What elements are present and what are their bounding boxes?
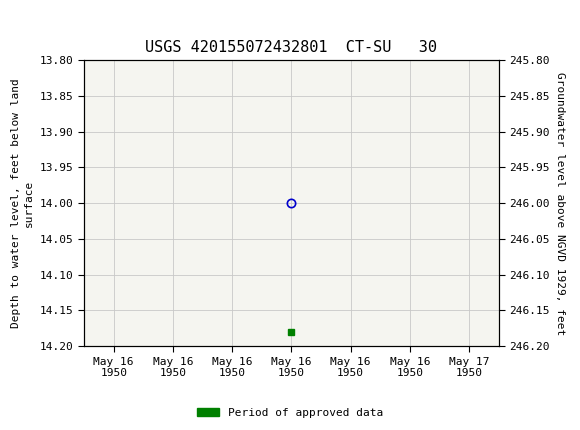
Text: USGS: USGS — [49, 12, 104, 31]
Legend: Period of approved data: Period of approved data — [193, 403, 387, 422]
Y-axis label: Groundwater level above NGVD 1929, feet: Groundwater level above NGVD 1929, feet — [555, 71, 566, 335]
Title: USGS 420155072432801  CT-SU   30: USGS 420155072432801 CT-SU 30 — [146, 40, 437, 55]
Y-axis label: Depth to water level, feet below land
surface: Depth to water level, feet below land su… — [11, 78, 34, 328]
